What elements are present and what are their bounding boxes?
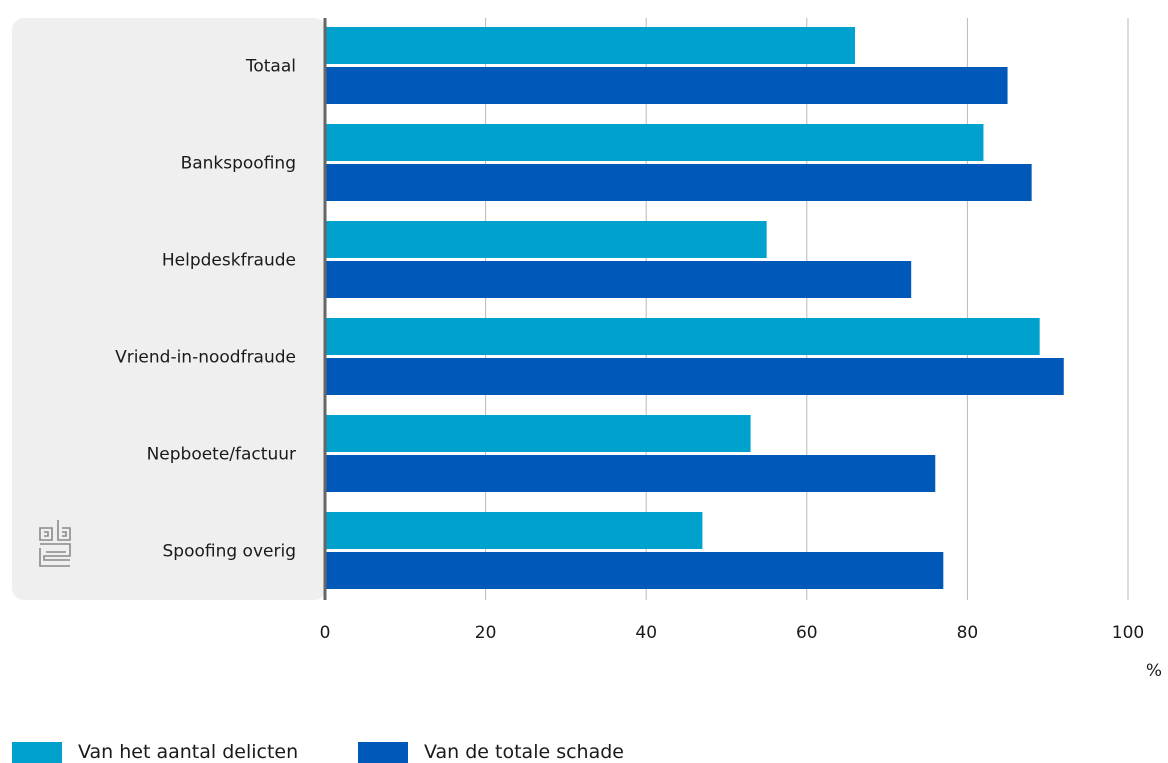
- cbs-logo-icon: [39, 520, 71, 567]
- bar-series-2: [325, 261, 912, 298]
- bar-series-2: [325, 552, 944, 589]
- bar-series-1: [325, 221, 767, 258]
- x-tick-labels: 0 20 40 60 80 100: [320, 623, 1145, 643]
- x-tick-label: 60: [796, 623, 818, 643]
- x-tick-label: 0: [320, 623, 331, 643]
- bar-series-1: [325, 124, 984, 161]
- category-label: Spoofing overig: [163, 542, 297, 562]
- legend-label-series-1: Van het aantal delicten: [78, 741, 298, 763]
- category-label: Vriend-in-noodfraude: [115, 348, 296, 368]
- x-tick-label: 20: [475, 623, 497, 643]
- bar-series-1: [325, 415, 751, 452]
- x-tick-label: 100: [1112, 623, 1144, 643]
- x-tick-label: 40: [635, 623, 657, 643]
- bar-series-1: [325, 27, 855, 64]
- gridlines: [485, 18, 1129, 600]
- bar-series-2: [325, 358, 1064, 395]
- legend: Van het aantal delicten Van de totale sc…: [12, 741, 624, 763]
- bars: [325, 27, 1064, 589]
- legend-label-series-2: Van de totale schade: [424, 741, 624, 763]
- category-label: Helpdeskfraude: [162, 251, 296, 271]
- bar-series-2: [325, 164, 1032, 201]
- category-label: Totaal: [245, 57, 296, 77]
- bar-series-1: [325, 512, 703, 549]
- bar-series-1: [325, 318, 1040, 355]
- bar-series-2: [325, 455, 936, 492]
- category-panel: [12, 18, 326, 600]
- category-label: Bankspoofing: [181, 154, 296, 174]
- legend-swatch-series-2: [358, 742, 408, 763]
- legend-swatch-series-1: [12, 742, 62, 763]
- category-labels: Totaal Bankspoofing Helpdeskfraude Vriend-i…: [115, 57, 296, 562]
- bar-series-2: [325, 67, 1008, 104]
- category-label: Nepboete/factuur: [147, 445, 296, 465]
- x-unit-label: %: [1146, 661, 1162, 681]
- x-tick-label: 80: [957, 623, 979, 643]
